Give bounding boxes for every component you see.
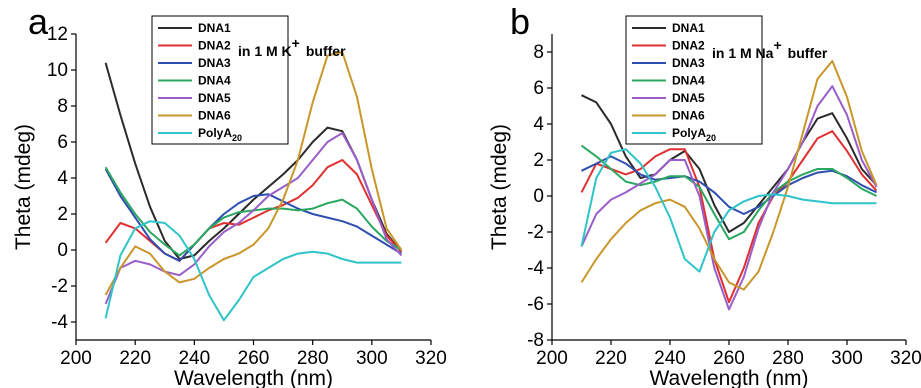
panel-b-x-tick-label: 280	[772, 348, 804, 369]
panel-a-series-line-polya20	[104, 220, 402, 322]
panel-a-legend-label-subscript: 20	[232, 133, 242, 143]
panel-a-x-tick-label: 200	[60, 348, 92, 369]
panel-a-legend-label-dna4: DNA4	[198, 74, 231, 88]
panel-b-x-tick-label: 220	[595, 348, 627, 369]
panel-a-legend-label-dna6: DNA6	[198, 109, 231, 123]
panel-b-series-line-dna6	[580, 60, 878, 291]
panel-b-x-tick-label: 300	[831, 348, 863, 369]
panel-b-legend-label-dna5: DNA5	[672, 91, 705, 105]
panel-a-legend-label-dna1: DNA1	[198, 21, 231, 35]
panel-a-letter: a	[28, 1, 49, 42]
panel-a-annotation-superscript: +	[292, 35, 300, 51]
panel-a-y-axis-title: Theta (mdeg)	[12, 124, 35, 250]
panel-b-legend-label-dna3: DNA3	[672, 56, 705, 70]
panel-a-y-tick-label: 8	[57, 96, 68, 117]
panel-a-y-tick-label: 10	[47, 60, 68, 81]
panel-a-x-tick-label: 280	[297, 348, 329, 369]
panel-b-series-line-dna3	[581, 155, 877, 215]
panel-a-y-tick-label: 0	[57, 240, 68, 261]
panel-a-x-tick-label: 240	[178, 348, 210, 369]
panel-a-legend-label-dna5: DNA5	[198, 91, 231, 105]
panel-a-y-tick-label: -2	[51, 276, 68, 297]
panel-b-legend-label-subscript: 20	[706, 133, 716, 143]
panel-a-y-tick-label: 12	[47, 24, 68, 45]
panel-a-series-line-dna3	[104, 168, 402, 262]
panel-b-y-axis-title: Theta (mdeg)	[488, 124, 511, 250]
panel-a-x-tick-label: 220	[119, 348, 151, 369]
panel-b-y-tick-label: -6	[527, 294, 544, 315]
panel-a-y-tick-label: 4	[57, 168, 68, 189]
panel-a-x-axis-title: Wavelength (nm)	[174, 367, 333, 388]
panel-b-annotation-tail: buffer	[788, 45, 828, 61]
panel-b-series-line-dna1	[581, 94, 878, 233]
panel-a-annotation-tail: buffer	[306, 43, 346, 59]
panel-b-x-tick-label: 240	[654, 348, 686, 369]
panel-a-x-tick-label: 260	[238, 348, 270, 369]
panel-b-series-line-dna2	[580, 130, 878, 304]
panel-a-x-tick-label: 300	[356, 348, 388, 369]
panel-b-series-line-dna5	[580, 85, 878, 311]
panel-b-y-tick-label: 6	[533, 78, 544, 99]
panel-b-letter: b	[510, 1, 530, 42]
panel-b-annotation-superscript: +	[773, 37, 781, 53]
panel-b-legend-label-polya20: PolyA20	[672, 126, 716, 143]
panel-b-x-tick-label: 200	[536, 348, 568, 369]
panel-b-series-line-dna4	[580, 144, 877, 241]
panel-b-series-line-polya20	[580, 148, 877, 273]
panel-a-series-line-dna5	[104, 132, 403, 305]
panel-a-y-tick-label: 2	[57, 204, 68, 225]
panel-a-series-line-dna6	[104, 51, 403, 296]
panel-a-legend-label-dna3: DNA3	[198, 56, 231, 70]
panel-a-legend-label-polya20: PolyA20	[198, 126, 242, 143]
panel-b-y-tick-label: -4	[527, 258, 544, 279]
panel-b-y-tick-label: 2	[533, 150, 544, 171]
panel-b-y-tick-label: 0	[533, 186, 544, 207]
panel-b-x-tick-label: 320	[890, 348, 921, 369]
panel-b-x-tick-label: 260	[713, 348, 745, 369]
panel-b-legend-label-dna2: DNA2	[672, 39, 705, 53]
panel-b-x-axis-title: Wavelength (nm)	[649, 367, 808, 388]
panel-a-y-tick-label: -4	[51, 312, 68, 333]
panel-b-y-tick-label: 4	[533, 114, 544, 135]
panel-b-chart: 200 220 240 260 280 300 320 -8 -6 -4 -2 0 2 4 6 8 Wavele…	[488, 1, 921, 388]
panel-a-y-tick-label: 6	[57, 132, 68, 153]
panel-a-x-tick-label: 320	[415, 348, 447, 369]
panel-b-y-tick-label: 8	[533, 42, 544, 63]
panel-b-legend-label-dna1: DNA1	[672, 21, 705, 35]
panel-b-y-tick-label: -8	[527, 330, 544, 351]
panel-b-legend-label-dna4: DNA4	[672, 74, 705, 88]
panel-a-legend-label-dna2: DNA2	[198, 39, 231, 53]
panel-b-y-tick-label: -2	[527, 222, 544, 243]
panel-a-chart: 200 220 240 260 280 300 320 -4 -2 0 2 4 6 8 10 12 Wavele…	[12, 1, 447, 388]
panel-b-legend-label-dna6: DNA6	[672, 109, 705, 123]
